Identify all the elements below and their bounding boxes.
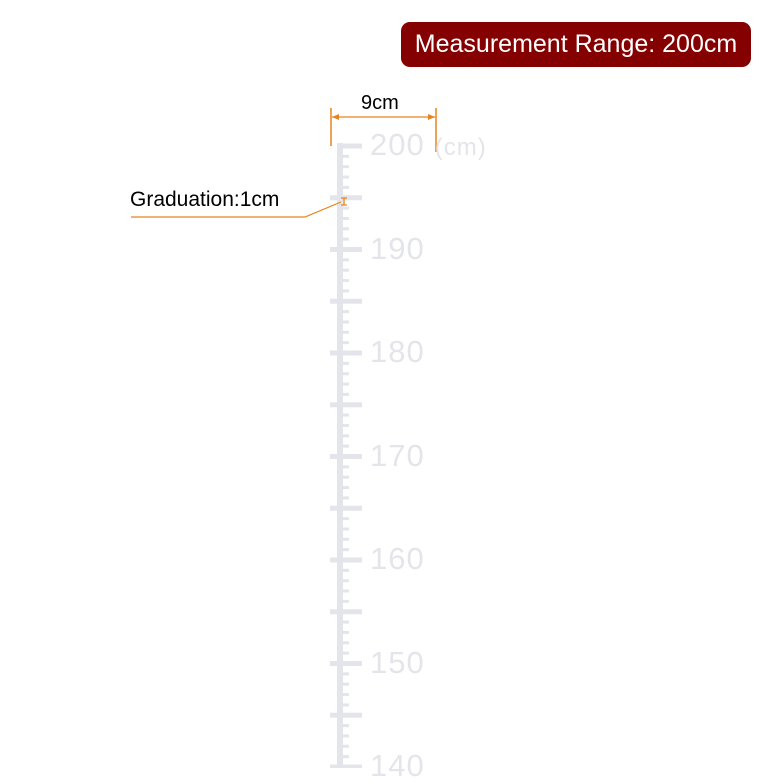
width-dimension-label: 9cm — [361, 92, 399, 114]
minor-tick — [342, 392, 349, 396]
ruler-label-value: 140 — [370, 748, 425, 783]
minor-tick — [342, 682, 349, 686]
minor-tick — [342, 579, 349, 583]
minor-tick — [342, 620, 349, 624]
ruler-label: 160 — [370, 541, 425, 577]
minor-tick — [342, 651, 349, 655]
ruler-label: 140 — [370, 748, 425, 784]
arrow-right-icon — [428, 114, 435, 120]
major-tick — [330, 350, 362, 356]
minor-tick — [342, 165, 349, 169]
minor-tick — [342, 703, 349, 707]
graduation-leader-line — [131, 201, 342, 218]
minor-tick — [342, 641, 349, 645]
minor-tick — [342, 258, 349, 262]
minor-tick — [342, 517, 349, 521]
minor-tick — [342, 227, 349, 231]
minor-tick — [342, 486, 349, 490]
minor-tick — [342, 434, 349, 438]
ruler-label-value: 190 — [370, 230, 425, 266]
minor-tick — [342, 268, 349, 272]
minor-tick — [342, 734, 349, 738]
minor-tick — [342, 154, 349, 158]
minor-tick — [342, 423, 349, 427]
minor-tick — [342, 413, 349, 417]
arrow-left-icon — [332, 114, 339, 120]
half-tick — [330, 712, 362, 718]
major-tick — [330, 247, 362, 252]
minor-tick — [342, 548, 349, 552]
minor-tick — [342, 444, 349, 448]
minor-tick — [342, 341, 349, 345]
ruler-scale — [131, 108, 437, 768]
minor-tick — [342, 310, 349, 314]
minor-tick — [342, 206, 349, 210]
minor-tick — [342, 527, 349, 531]
major-tick — [337, 143, 362, 149]
ruler-label-value: 150 — [370, 644, 425, 680]
ruler-label-value: 160 — [370, 541, 425, 576]
minor-tick — [342, 372, 349, 376]
graduation-marker — [341, 197, 347, 206]
minor-tick — [342, 537, 349, 541]
half-tick — [330, 505, 362, 511]
major-tick — [330, 661, 362, 666]
minor-tick — [342, 216, 349, 220]
minor-tick — [342, 289, 349, 293]
ruler-label-value: 170 — [370, 437, 425, 473]
minor-tick — [342, 589, 349, 593]
graduation-label: Graduation:1cm — [130, 188, 280, 211]
minor-tick — [342, 185, 349, 189]
minor-tick — [342, 496, 349, 500]
minor-tick — [342, 361, 349, 365]
minor-tick — [342, 465, 349, 469]
ruler-label: 200 (cm) — [370, 127, 487, 163]
half-tick — [330, 298, 362, 304]
minor-tick — [342, 330, 349, 334]
ruler-label: 180 — [370, 334, 425, 370]
major-tick — [330, 454, 362, 459]
minor-tick — [342, 237, 349, 241]
ruler-label: 150 — [370, 645, 425, 681]
minor-tick — [342, 475, 349, 479]
measurement-range-badge: Measurement Range: 200cm — [401, 22, 751, 67]
minor-tick — [342, 724, 349, 728]
minor-tick — [342, 630, 349, 634]
ruler-label-value: 180 — [370, 334, 425, 369]
ruler-label: 170 — [370, 438, 425, 474]
ruler-label: 190 — [370, 231, 425, 267]
minor-tick — [342, 744, 349, 748]
minor-tick — [342, 175, 349, 179]
minor-tick — [342, 693, 349, 697]
minor-tick — [342, 755, 349, 759]
minor-tick — [342, 320, 349, 324]
minor-tick — [342, 568, 349, 572]
minor-tick — [342, 382, 349, 386]
major-tick — [330, 764, 362, 768]
half-tick — [330, 609, 362, 615]
minor-tick — [342, 672, 349, 676]
unit-label: (cm) — [434, 134, 487, 161]
ruler-label-value: 200 — [370, 127, 425, 162]
major-tick — [330, 557, 362, 563]
half-tick — [330, 402, 362, 408]
minor-tick — [342, 599, 349, 603]
minor-tick — [342, 279, 349, 283]
